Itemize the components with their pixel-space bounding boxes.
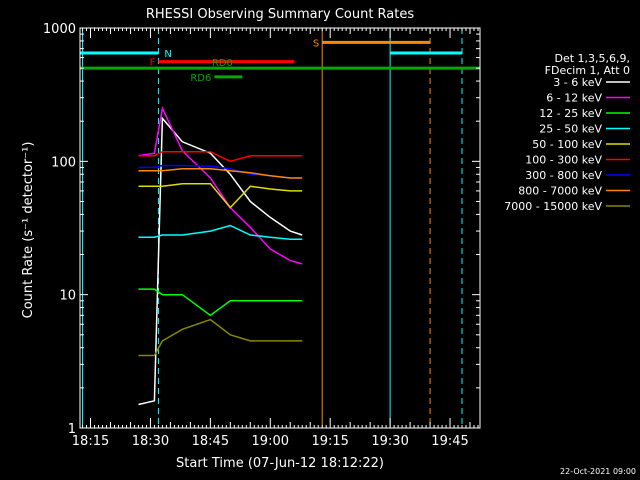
footer-date: 22-Oct-2021 09:00	[560, 467, 636, 476]
legend-header-0: Det 1,3,5,6,9,	[554, 52, 630, 65]
axes-layer: 1 10 100 1000 18:15 18:30 18:45 19:00 19:15 19:30…	[43, 22, 481, 449]
state-label-rd6: RD6	[190, 73, 211, 84]
x-tick-label: 19:15	[311, 434, 348, 449]
series-line-4	[138, 182, 303, 209]
plot-frame	[79, 27, 481, 429]
legend-header-1: FDecim 1, Att 0	[545, 64, 630, 77]
legend-entry-6: 300 - 800 keV	[525, 169, 602, 182]
y-axis-label: Count Rate (s⁻¹ detector⁻¹)	[21, 142, 36, 319]
x-tick-label: 18:45	[192, 434, 229, 449]
series-line-0	[138, 116, 303, 406]
series-line-7	[138, 167, 303, 179]
legend-entry-1: 6 - 12 keV	[546, 92, 602, 105]
series-layer	[138, 105, 303, 406]
y-tick-label: 10	[59, 289, 76, 304]
series-line-1	[138, 105, 303, 265]
legend-entry-5: 100 - 300 keV	[525, 154, 602, 167]
x-axis-label: Start Time (07-Jun-12 18:12:22)	[176, 456, 384, 471]
state-label-rd0: RD0	[212, 58, 233, 69]
legend: Det 1,3,5,6,9,FDecim 1, Att 03 - 6 keV 6 …	[504, 52, 630, 213]
series-line-3	[138, 224, 303, 241]
x-tick-label: 18:15	[72, 434, 109, 449]
legend-entry-7: 800 - 7000 keV	[518, 185, 602, 198]
series-line-5	[138, 150, 303, 163]
state-label-s: S	[313, 38, 319, 49]
x-tick-label: 19:45	[431, 434, 468, 449]
series-line-2	[138, 288, 303, 317]
legend-entry-2: 12 - 25 keV	[539, 107, 602, 120]
legend-entry-3: 25 - 50 keV	[539, 123, 602, 136]
y-tick-label: 1	[68, 422, 76, 437]
y-tick-label: 1000	[43, 22, 76, 37]
state-label-f: F	[150, 58, 156, 69]
legend-entry-4: 50 - 100 keV	[532, 138, 602, 151]
y-tick-label: 100	[51, 155, 76, 170]
series-line-8	[138, 318, 303, 357]
x-tick-label: 19:00	[252, 434, 289, 449]
chart-title: RHESSI Observing Summary Count Rates	[146, 7, 415, 22]
x-tick-label: 19:30	[371, 434, 408, 449]
legend-entry-8: 7000 - 15000 keV	[504, 200, 602, 213]
legend-entry-0: 3 - 6 keV	[553, 76, 602, 89]
state-label-n: N	[164, 49, 171, 60]
x-tick-label: 18:30	[132, 434, 169, 449]
